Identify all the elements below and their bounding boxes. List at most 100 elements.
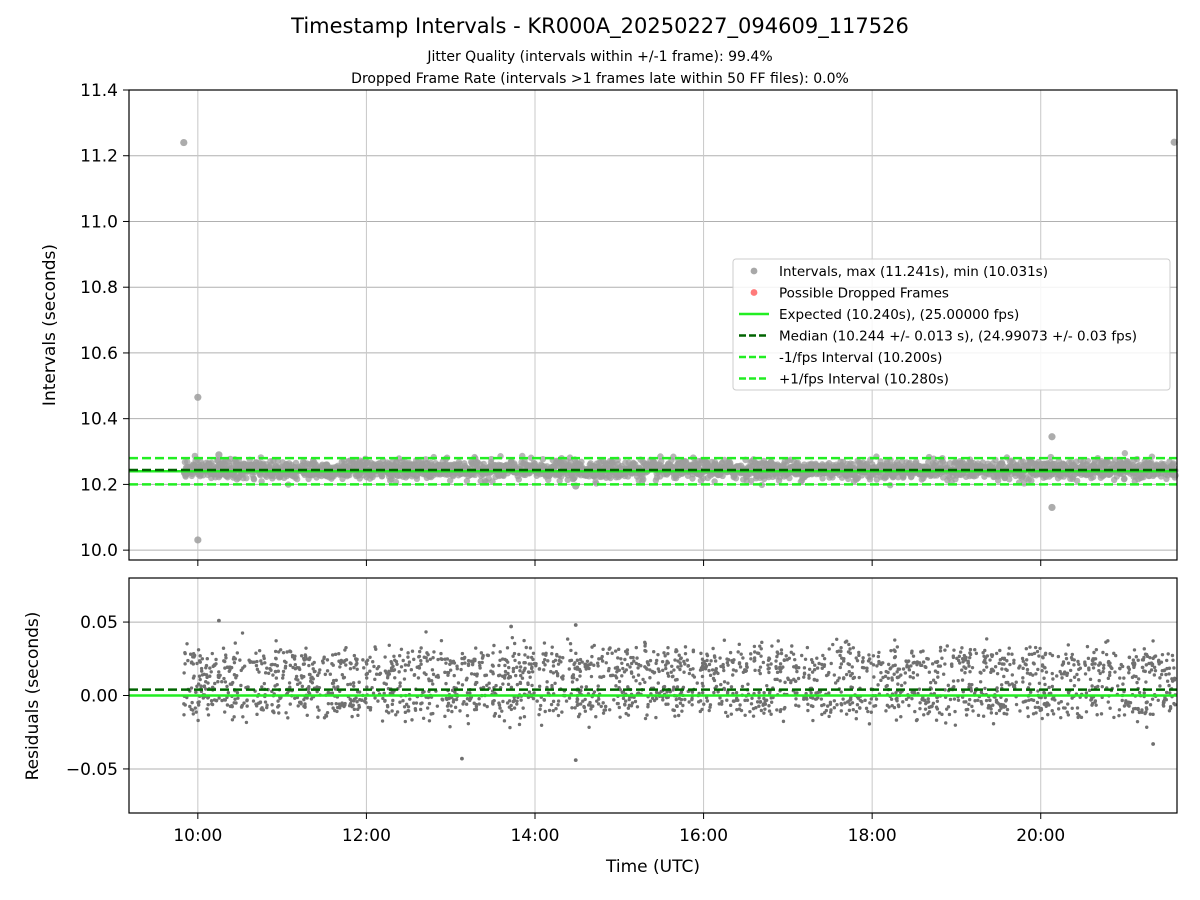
residual-point [751, 714, 756, 718]
residual-point [517, 652, 521, 657]
residual-point [380, 719, 385, 723]
residual-point [757, 696, 761, 700]
residual-point [663, 654, 667, 658]
residual-point [309, 697, 314, 701]
residual-point [1072, 675, 1077, 679]
residual-point [906, 659, 911, 663]
residual-point [946, 683, 951, 688]
residual-point [1142, 647, 1146, 651]
residual-point [956, 679, 960, 683]
residual-point [197, 674, 202, 678]
residual-point [967, 702, 971, 706]
residual-point [565, 637, 570, 641]
residual-point [1144, 700, 1149, 705]
residual-point [1108, 673, 1112, 678]
residual-point [828, 700, 833, 705]
residual-point [1148, 712, 1153, 716]
legend-label: Expected (10.240s), (25.00000 fps) [779, 307, 1019, 323]
residual-point [1127, 671, 1131, 675]
residual-point [1078, 666, 1083, 670]
residual-point [775, 654, 779, 659]
residual-point [452, 673, 456, 678]
interval-point [258, 478, 265, 485]
residual-point [1031, 698, 1036, 703]
residual-point [1101, 669, 1105, 674]
residual-point [740, 684, 745, 689]
residual-point [767, 666, 771, 670]
residual-point [863, 698, 867, 703]
top-y-tick-label: 11.4 [80, 81, 118, 101]
residual-point [497, 714, 502, 719]
residual-point [635, 705, 640, 709]
residual-point [441, 698, 445, 702]
residual-point [904, 697, 909, 702]
residual-point [769, 700, 774, 704]
residual-point [1151, 639, 1155, 643]
residual-point [465, 691, 470, 695]
residual-point [807, 673, 811, 678]
residual-point [607, 647, 611, 651]
residual-point [430, 668, 435, 672]
residual-point [1012, 658, 1016, 663]
residual-point [757, 690, 761, 695]
residual-point [521, 706, 525, 710]
residual-point [822, 664, 826, 669]
interval-point [274, 457, 281, 465]
residual-point [728, 703, 733, 708]
residual-point [949, 662, 954, 667]
residual-point [299, 654, 304, 658]
residual-point [812, 667, 817, 672]
residual-point [1051, 677, 1055, 681]
residual-point [570, 706, 574, 710]
residual-point [967, 664, 971, 668]
residual-point [1031, 661, 1036, 665]
residual-point [449, 704, 453, 708]
top-y-tick-label: 11.2 [80, 147, 118, 167]
residual-point [820, 703, 824, 708]
residual-point [1112, 715, 1116, 720]
residual-point [307, 663, 311, 668]
residual-point [766, 663, 770, 667]
residual-point [1135, 680, 1139, 685]
residual-point [767, 709, 772, 713]
residual-point [821, 653, 825, 658]
residual-point [754, 706, 758, 710]
residual-point [185, 642, 189, 646]
residual-point [535, 699, 539, 703]
residual-point [355, 661, 359, 666]
residual-point [673, 714, 677, 718]
residual-point [296, 678, 300, 682]
residual-point [1119, 662, 1123, 667]
residual-point [299, 700, 303, 705]
top-y-tick-label: 10.6 [80, 344, 118, 364]
residual-point [208, 674, 212, 678]
residual-point [505, 646, 510, 650]
residual-point [985, 637, 989, 641]
residual-point [1000, 667, 1004, 671]
residual-point [866, 659, 871, 663]
residual-point [1156, 698, 1160, 702]
residual-point [1136, 658, 1140, 662]
residual-point [696, 700, 701, 704]
residual-point [582, 705, 587, 710]
residual-point [1136, 677, 1141, 681]
residual-point [619, 657, 623, 661]
residual-point [398, 681, 402, 685]
residual-point [1137, 710, 1142, 715]
residual-point [265, 666, 269, 670]
residual-point [1165, 679, 1170, 683]
residual-point [281, 669, 286, 674]
residual-point [936, 675, 940, 679]
residual-point [815, 656, 819, 660]
residual-point [1064, 652, 1068, 656]
residual-point [1002, 662, 1006, 666]
residual-point [332, 685, 336, 689]
residual-point [413, 708, 418, 712]
residual-point [1126, 665, 1131, 670]
residual-point [303, 705, 307, 709]
residual-point [660, 659, 665, 664]
residual-point [561, 656, 565, 660]
residual-point [403, 668, 407, 673]
residual-point [383, 655, 387, 659]
residual-point [188, 704, 192, 709]
